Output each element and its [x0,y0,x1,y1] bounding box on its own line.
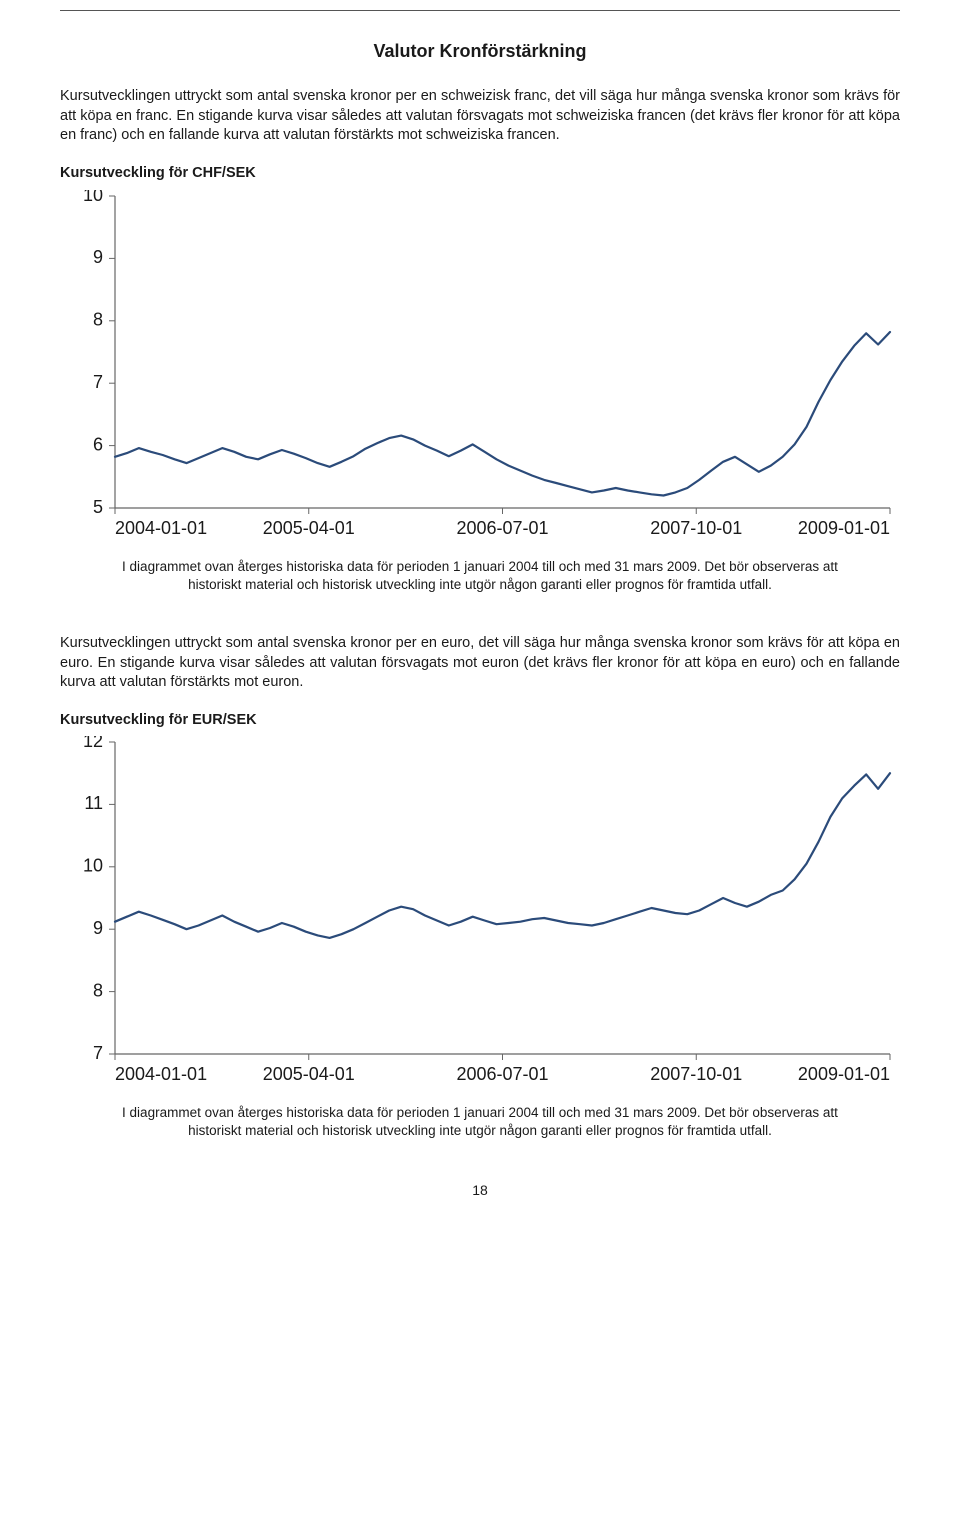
xtick-label: 2009-01-01 [798,518,890,538]
xtick-label: 2006-07-01 [456,518,548,538]
ytick-label: 7 [93,371,103,391]
chart-bg [60,190,900,550]
chf-chart-caption: I diagrammet ovan återges historiska dat… [100,558,860,594]
xtick-label: 2005-04-01 [263,1064,355,1084]
xtick-label: 2004-01-01 [115,518,207,538]
ytick-label: 10 [83,190,103,205]
chart-bg [60,736,900,1096]
ytick-label: 12 [83,736,103,751]
ytick-label: 9 [93,918,103,938]
ytick-label: 10 [83,856,103,876]
page-number: 18 [60,1181,900,1200]
top-rule [60,10,900,11]
page-title: Valutor Kronförstärkning [60,39,900,63]
chart-svg: 5 6 7 8 9 10 2004-01-01 2005-04-01 2006-07-01 200… [60,190,900,550]
chf-chart: 5 6 7 8 9 10 2004-01-01 2005-04-01 2006-07-01 200… [60,190,900,550]
chart-svg: 7 8 9 10 11 12 2004-01-01 2005-04-01 2006-07-01 2… [60,736,900,1096]
chf-intro-paragraph: Kursutvecklingen uttryckt som antal sven… [60,87,900,146]
xtick-label: 2007-10-01 [650,518,742,538]
xtick-label: 2006-07-01 [456,1064,548,1084]
chf-chart-title: Kursutveckling för CHF/SEK [60,164,900,184]
ytick-label: 9 [93,247,103,267]
ytick-label: 8 [93,309,103,329]
xtick-label: 2005-04-01 [263,518,355,538]
xtick-label: 2009-01-01 [798,1064,890,1084]
document-page: Valutor Kronförstärkning Kursutvecklinge… [0,0,960,1240]
xtick-label: 2004-01-01 [115,1064,207,1084]
eur-intro-paragraph: Kursutvecklingen uttryckt som antal sven… [60,634,900,693]
xtick-label: 2007-10-01 [650,1064,742,1084]
eur-chart-caption: I diagrammet ovan återges historiska dat… [100,1104,860,1140]
eur-chart: 7 8 9 10 11 12 2004-01-01 2005-04-01 2006-07-01 2… [60,736,900,1096]
ytick-label: 8 [93,981,103,1001]
ytick-label: 11 [84,793,103,813]
ytick-label: 7 [93,1043,103,1063]
eur-chart-title: Kursutveckling för EUR/SEK [60,711,900,731]
ytick-label: 6 [93,434,103,454]
ytick-label: 5 [93,496,103,516]
